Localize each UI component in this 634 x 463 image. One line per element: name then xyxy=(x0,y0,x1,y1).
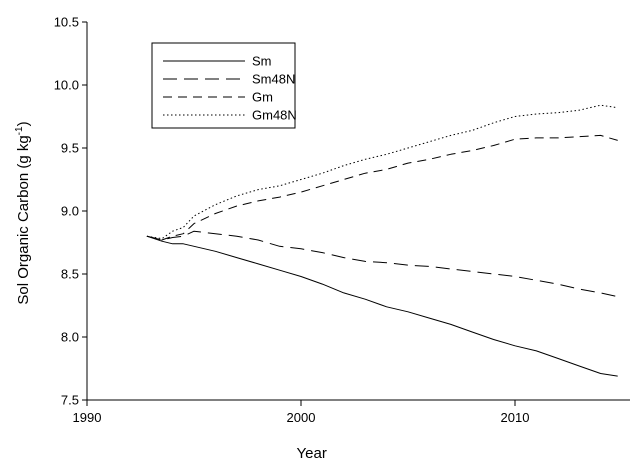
y-tick-label: 9.5 xyxy=(61,141,79,156)
y-tick-label: 8.0 xyxy=(61,330,79,345)
legend-label: Gm xyxy=(252,90,273,105)
y-tick-label: 10.5 xyxy=(54,15,79,30)
y-axis-title: Sol Organic Carbon (g kg-1) xyxy=(14,121,32,304)
legend-items: Sm Sm48N Gm Gm48N xyxy=(163,54,297,123)
legend: Sm Sm48N Gm Gm48N xyxy=(151,42,297,129)
legend-label: Gm48N xyxy=(252,108,297,123)
x-axis-title: Year xyxy=(297,445,327,462)
series-line-gm xyxy=(146,134,618,241)
y-axis-title-main: Sol Organic Carbon (g kg xyxy=(15,135,32,304)
legend-label: Sm xyxy=(252,54,272,69)
x-tick-label: 2010 xyxy=(501,410,530,425)
series-line-sm48n xyxy=(146,230,618,298)
y-axis-title-suffix: ) xyxy=(15,121,32,126)
x-ticks: 1990 2000 2010 xyxy=(73,400,530,425)
legend-box xyxy=(151,42,296,129)
series-line-sm xyxy=(146,235,618,377)
y-ticks: 7.5 8.0 8.5 9.0 9.5 10.0 10.5 xyxy=(54,15,87,408)
y-tick-label: 10.0 xyxy=(54,78,79,93)
series-line-gm48n xyxy=(146,104,618,240)
series-group xyxy=(146,104,618,377)
y-tick-label: 9.0 xyxy=(61,204,79,219)
legend-label: Sm48N xyxy=(252,72,295,87)
y-axis-title-superscript: -1 xyxy=(14,126,25,135)
x-tick-label: 1990 xyxy=(73,410,102,425)
x-tick-label: 2000 xyxy=(287,410,316,425)
y-tick-label: 8.5 xyxy=(61,267,79,282)
y-tick-label: 7.5 xyxy=(61,393,79,408)
